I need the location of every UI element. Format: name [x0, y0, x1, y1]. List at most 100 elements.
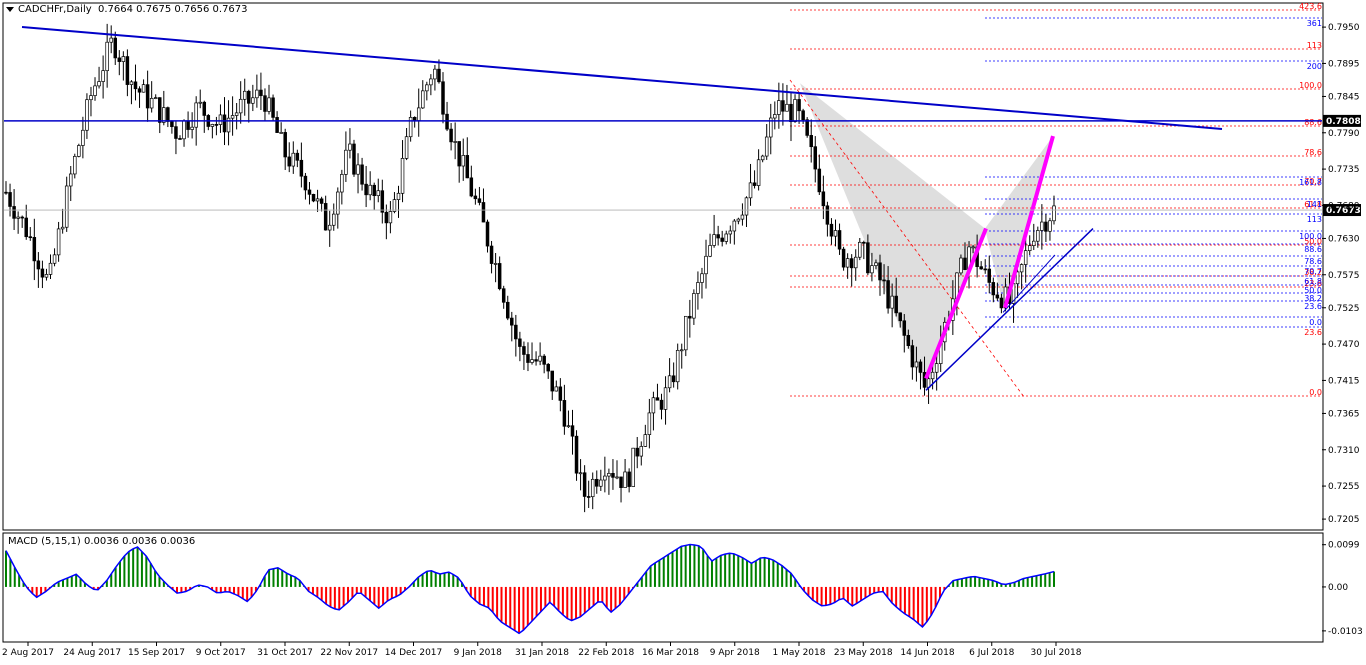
candle-body	[364, 183, 368, 196]
candle-body	[797, 99, 801, 112]
candle-body	[514, 324, 518, 340]
candle-body	[210, 124, 215, 127]
candle-body	[635, 447, 639, 457]
candle-body	[380, 190, 385, 213]
date-tick-label: 23 May 2018	[834, 648, 893, 658]
fib-red-label: 0.0	[1309, 388, 1322, 397]
candle-body	[497, 263, 502, 290]
candle-body	[611, 473, 615, 478]
candle-body	[85, 99, 89, 131]
candle-body	[275, 117, 279, 133]
fib-blue-label: 88.6	[1304, 245, 1322, 254]
candle-body	[1023, 250, 1028, 265]
fib-blue-label: 50.0	[1304, 286, 1322, 295]
candle-body	[538, 355, 542, 362]
symbol-label: CADCHFr,Daily	[18, 4, 92, 15]
magenta-leg-1	[924, 227, 988, 380]
candle-body	[590, 478, 595, 498]
candle-body	[287, 156, 291, 167]
candle-body	[655, 397, 660, 401]
candle-body	[8, 192, 12, 207]
candle-body	[534, 359, 538, 362]
candle-body	[251, 97, 255, 104]
candle-body	[247, 90, 251, 104]
candle-body	[760, 155, 765, 161]
candle-body	[465, 155, 470, 179]
price-tick-label: 0.7525	[1328, 304, 1360, 314]
candle-body	[999, 297, 1004, 309]
fib-red-label: 113	[1307, 41, 1322, 50]
candle-body	[315, 198, 320, 202]
date-tick-label: 31 Jan 2018	[515, 648, 569, 658]
candle-body	[1052, 205, 1056, 222]
fib-blue-label: 61.8	[1304, 277, 1322, 286]
candle-body	[963, 257, 967, 270]
candle-body	[756, 159, 761, 186]
macd-header: MACD (5,15,1) 0.0036 0.0036 0.0036	[8, 536, 195, 547]
candle-body	[437, 68, 441, 83]
candle-body	[477, 198, 482, 203]
candle-body	[1044, 221, 1048, 232]
candle-body	[789, 103, 793, 123]
candle-body	[336, 191, 340, 215]
candle-body	[4, 191, 8, 194]
candle-body	[145, 84, 150, 109]
candle-body	[194, 102, 198, 128]
trendlines[interactable]: 0.7808 0.7673	[4, 26, 1361, 391]
candle-body	[542, 355, 546, 365]
candle-body	[493, 263, 498, 265]
date-tick-label: 9 Apr 2018	[710, 648, 760, 658]
candle-body	[991, 282, 996, 296]
date-tick-label: 6 Jul 2018	[969, 648, 1014, 658]
candle-body	[158, 97, 162, 123]
candle-body	[821, 191, 826, 207]
candle-body	[400, 158, 405, 194]
candle-body	[906, 335, 911, 346]
candle-body	[125, 56, 130, 85]
price-tick-label: 0.7950	[1328, 23, 1360, 33]
price-axis: 0.79500.78950.78450.77900.77350.76800.76…	[1322, 23, 1360, 525]
candle-body	[558, 386, 563, 401]
macd-label: MACD (5,15,1)	[8, 536, 81, 547]
pattern-triangle-2	[985, 136, 1053, 313]
candle-body	[149, 98, 154, 109]
candle-body	[845, 258, 850, 268]
candle-body	[501, 288, 506, 303]
candle-body	[615, 476, 619, 479]
candle-body	[675, 349, 680, 383]
candle-body	[425, 84, 429, 92]
macd-panel-frame	[2, 532, 1324, 643]
candle-body	[396, 192, 401, 200]
candle-body	[744, 197, 749, 216]
price-tick-label: 0.7310	[1328, 446, 1360, 456]
candle-body	[461, 155, 465, 167]
candle-body	[902, 320, 907, 336]
candle-body	[109, 37, 113, 43]
candle-body	[651, 397, 656, 414]
candle-body	[566, 425, 571, 428]
candle-body	[133, 81, 138, 90]
candle-body	[473, 195, 478, 200]
candle-body	[793, 99, 797, 123]
dropdown-triangle-icon[interactable]	[6, 6, 14, 12]
candle-body	[659, 399, 664, 410]
candle-body	[291, 152, 296, 167]
fib-blue-label: 70.7	[1304, 267, 1322, 276]
candle-body	[910, 345, 915, 368]
candle-body	[740, 214, 745, 220]
candle-body	[752, 182, 757, 186]
ascending-trendline-2	[1002, 254, 1056, 313]
candle-body	[671, 375, 676, 383]
candle-body	[777, 100, 781, 115]
pattern-triangle-1	[800, 83, 985, 391]
fib-red-label: 70.7	[1304, 177, 1322, 186]
candle-body	[918, 361, 923, 373]
current-price-tag: 0.7673	[1326, 206, 1361, 216]
candle-body	[878, 262, 882, 281]
candle-body	[93, 85, 97, 96]
fib-red-label: 61.8	[1304, 200, 1322, 209]
candle-body	[238, 98, 243, 114]
candle-body	[704, 255, 708, 275]
